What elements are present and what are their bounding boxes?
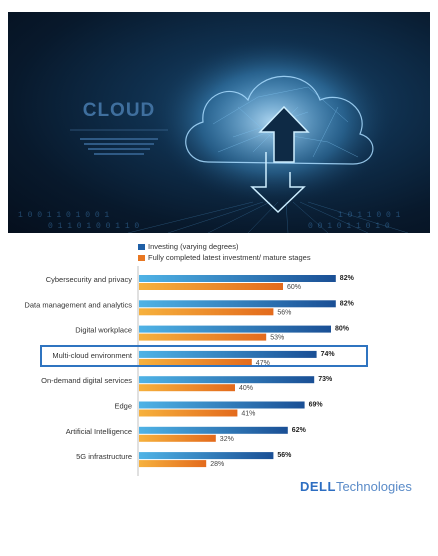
logo-brand: DELL	[300, 479, 336, 494]
category-label: Digital workplace	[75, 326, 132, 335]
logo-suffix: Technologies	[335, 479, 412, 494]
category-label: On-demand digital services	[41, 376, 132, 385]
hero-title: CLOUD	[82, 100, 156, 121]
bar-completed	[139, 308, 274, 316]
value-label-completed: 47%	[256, 360, 270, 367]
legend-label-investing: Investing (varying degrees)	[148, 242, 239, 251]
category-label: Multi-cloud environment	[52, 351, 133, 360]
category-label: Edge	[114, 402, 132, 411]
category-label: Artificial Intelligence	[66, 427, 132, 436]
bar-investing	[139, 401, 305, 409]
svg-text:1 0 0 1 1 0 1 0 0 1: 1 0 0 1 1 0 1 0 0 1	[18, 211, 109, 220]
legend-swatch-completed	[138, 255, 145, 262]
legend-swatch-investing	[138, 244, 145, 251]
cloud-hero-image: 1 0 0 1 1 0 1 0 0 1 0 1 1 0 1 0 0 1 1 0 …	[8, 12, 430, 233]
value-label-completed: 32%	[220, 436, 234, 443]
value-label-investing: 80%	[335, 326, 350, 333]
bar-investing	[139, 350, 317, 358]
value-label-completed: 41%	[241, 411, 255, 418]
category-label: Data management and analytics	[24, 300, 132, 309]
dell-technologies-logo: DELLTechnologies	[300, 479, 412, 494]
value-label-completed: 53%	[270, 335, 284, 342]
legend-label-completed: Fully completed latest investment/ matur…	[148, 253, 311, 262]
bar-completed	[139, 434, 216, 442]
value-label-completed: 56%	[277, 309, 291, 316]
category-label: 5G infrastructure	[76, 452, 132, 461]
bar-investing	[139, 452, 274, 460]
svg-text:0 0 1 0 1 1 0 1 0: 0 0 1 0 1 1 0 1 0	[308, 222, 390, 231]
value-label-investing: 62%	[292, 427, 307, 434]
bar-investing	[139, 376, 315, 384]
bar-investing	[139, 300, 336, 308]
bar-investing	[139, 325, 331, 333]
bar-completed	[139, 333, 267, 341]
value-label-investing: 69%	[309, 402, 324, 409]
bar-completed	[139, 384, 235, 392]
value-label-investing: 74%	[321, 351, 336, 358]
value-label-investing: 82%	[340, 300, 355, 307]
value-label-completed: 60%	[287, 284, 301, 291]
value-label-investing: 56%	[277, 452, 292, 459]
legend-item-completed: Fully completed latest investment/ matur…	[138, 253, 311, 262]
bar-completed	[139, 460, 207, 468]
value-label-completed: 28%	[210, 461, 224, 468]
bar-completed	[139, 409, 238, 417]
svg-text:1 0 1 1 0 0 1: 1 0 1 1 0 0 1	[338, 211, 401, 220]
category-label: Cybersecurity and privacy	[46, 275, 133, 284]
value-label-investing: 82%	[340, 275, 355, 282]
bar-completed	[139, 358, 252, 366]
bar-investing	[139, 275, 336, 282]
bar-investing	[139, 426, 288, 434]
value-label-completed: 40%	[239, 385, 253, 392]
cloud-network-illustration: 1 0 0 1 1 0 1 0 0 1 0 1 1 0 1 0 0 1 1 0 …	[18, 37, 409, 233]
svg-text:0 1 1 0 1 0 0 1 1 0: 0 1 1 0 1 0 0 1 1 0	[48, 222, 139, 231]
legend-item-investing: Investing (varying degrees)	[138, 242, 238, 251]
bar-chart: Cybersecurity and privacy 82% 60% Data mana…	[24, 266, 355, 476]
bar-completed	[139, 283, 283, 290]
highlight-box	[40, 345, 368, 367]
value-label-investing: 73%	[318, 376, 333, 383]
